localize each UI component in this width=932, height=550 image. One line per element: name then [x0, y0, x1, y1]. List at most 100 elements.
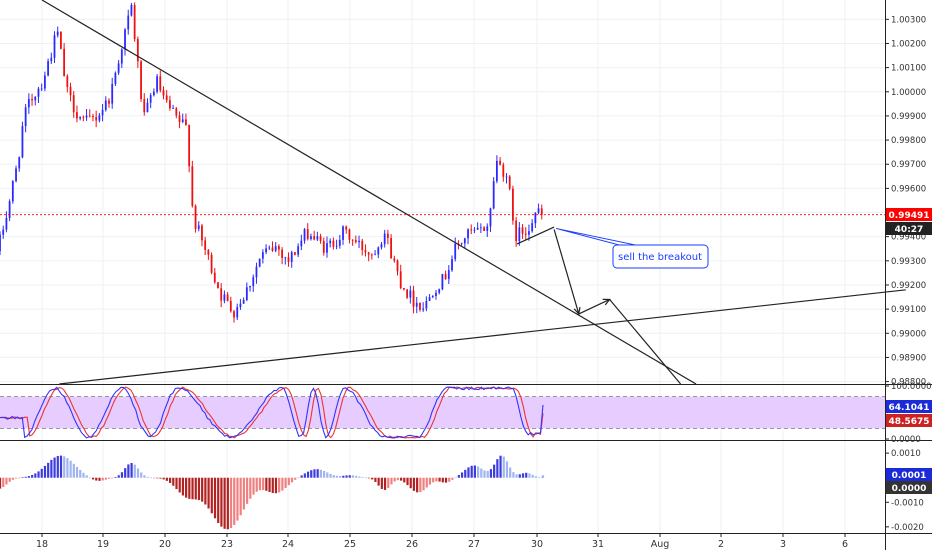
histogram-bar	[313, 469, 316, 478]
candle-body	[332, 240, 335, 247]
candle-body	[364, 250, 367, 253]
stochastic-d-tag	[886, 414, 932, 427]
histogram-bar	[351, 475, 355, 478]
histogram-bar	[306, 471, 310, 478]
histogram-bar	[489, 469, 493, 478]
candle-body	[473, 229, 476, 231]
histogram-bar	[435, 477, 438, 482]
histogram-bar	[258, 477, 262, 491]
histogram-bar	[91, 477, 95, 480]
histogram-bar	[531, 474, 534, 478]
candle-body	[316, 236, 319, 240]
candle-body	[130, 5, 133, 16]
histogram-bar	[130, 462, 133, 478]
candle-body	[361, 240, 364, 251]
candle-body	[5, 217, 8, 230]
histogram-bar	[274, 477, 278, 494]
stochastic-pane[interactable]	[0, 386, 885, 439]
histogram-bar	[72, 463, 75, 478]
candle-body	[40, 88, 43, 90]
histogram-bar	[348, 475, 351, 478]
histogram-bar	[412, 477, 416, 491]
candle-body	[213, 272, 216, 283]
histogram-bar	[329, 473, 332, 478]
candle-body	[499, 160, 501, 165]
candle-body	[351, 239, 354, 241]
candle-body	[136, 39, 139, 62]
candle-body	[451, 259, 453, 271]
candle-body	[486, 226, 489, 231]
candle-body	[463, 238, 466, 244]
histogram-bar	[374, 477, 377, 482]
price-tick-label: 0.99600	[891, 184, 926, 194]
histogram-bar	[31, 474, 34, 478]
stochastic-k-tag	[886, 400, 932, 413]
candle-body	[358, 240, 360, 243]
histogram-bar	[339, 475, 342, 478]
histogram-bar	[294, 477, 297, 480]
candle-body	[431, 295, 434, 298]
candle-body	[306, 229, 309, 240]
histogram-bar	[355, 475, 358, 478]
histogram-bar	[278, 477, 281, 493]
histogram-bar	[268, 477, 271, 492]
histogram-pane[interactable]	[0, 455, 545, 530]
histogram-bar	[422, 477, 425, 491]
candle-body	[447, 270, 450, 279]
histogram-bar	[319, 469, 322, 478]
candle-body	[300, 240, 303, 247]
candle-body	[117, 63, 120, 73]
price-tick-label: 0.99400	[891, 233, 926, 243]
histogram-bar	[24, 476, 27, 478]
histogram-bar	[43, 465, 47, 478]
histogram-bar	[438, 477, 441, 482]
price-tick-label: 0.99800	[891, 136, 926, 146]
candle-body	[124, 29, 126, 50]
candle-body	[127, 15, 130, 30]
candle-body	[403, 287, 405, 290]
histogram-bar	[40, 468, 43, 478]
trendline	[59, 289, 906, 385]
price-pane[interactable]	[0, 0, 906, 385]
stochastic-k-line	[0, 386, 544, 439]
histogram-bar	[98, 477, 101, 481]
histogram-tick-label: 0.0010	[891, 449, 921, 459]
histogram-bar	[332, 475, 335, 478]
histogram-zero-label: 0.0000	[892, 484, 927, 494]
histogram-bar	[165, 477, 168, 481]
last-price-tag	[886, 208, 932, 221]
candle-body	[207, 249, 210, 255]
candle-body	[287, 257, 290, 262]
histogram-bar	[172, 477, 175, 486]
candle-body	[169, 100, 171, 109]
candle-body	[290, 252, 293, 262]
candle-body	[268, 247, 271, 249]
candle-body	[245, 287, 248, 301]
candle-body	[162, 90, 165, 96]
stochastic-axis[interactable]: 100.0000 0.0000	[885, 382, 932, 445]
time-tick-label: Aug	[651, 539, 670, 550]
histogram-bar	[290, 477, 294, 483]
candle-body	[191, 166, 194, 206]
stochastic-k-value: 64.1041	[889, 403, 930, 413]
histogram-value: 0.0001	[892, 471, 927, 481]
candle-body	[95, 117, 98, 121]
annotation-callout[interactable]: sell the breakout	[555, 227, 709, 269]
histogram-bar	[11, 477, 14, 480]
histogram-bar	[393, 477, 396, 482]
candle-body	[111, 83, 114, 104]
histogram-bar	[480, 468, 483, 478]
histogram-bar	[509, 467, 512, 478]
candle-body	[220, 288, 223, 301]
candle-body	[435, 292, 437, 296]
candle-body	[8, 201, 11, 218]
histogram-bar	[124, 468, 127, 478]
price-tick-label: 0.99200	[891, 281, 926, 291]
histogram-bar	[255, 477, 258, 492]
price-tick-label: 0.99000	[891, 329, 926, 339]
time-axis[interactable]: 18 19 20 23 24 25 26 27 30 31 Aug 2 3 6	[36, 533, 848, 550]
histogram-axis[interactable]: 0.0010 -0.0010 -0.0020	[885, 449, 924, 533]
candle-body	[188, 124, 191, 167]
candle-body	[406, 289, 409, 298]
